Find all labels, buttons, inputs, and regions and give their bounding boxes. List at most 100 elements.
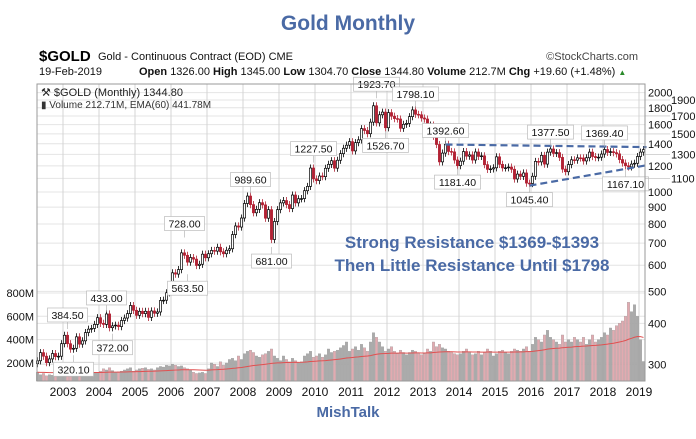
candle-body: [192, 257, 195, 260]
price-label-text: 1377.50: [532, 127, 570, 139]
volume-bar: [108, 367, 111, 382]
price-label-box: [47, 307, 88, 323]
candle-body: [225, 249, 228, 255]
volume-bar: [39, 374, 42, 382]
footer-credit: MishTalk: [316, 404, 380, 421]
candle-body: [561, 157, 564, 170]
volume-value: 212.7M: [469, 66, 506, 78]
volume-bar: [318, 353, 321, 382]
volume-bar: [378, 341, 381, 382]
candle-body: [576, 157, 579, 161]
volume-bar: [543, 334, 546, 382]
candle-body: [552, 148, 555, 154]
x-tick-label: 2007: [194, 385, 221, 399]
price-label: 1045.40: [506, 185, 553, 207]
price-label: 989.60: [230, 172, 271, 194]
price-tick-label: 500: [648, 286, 666, 298]
candle-body: [207, 253, 210, 259]
x-tick-label: 2019: [626, 385, 653, 399]
candle-body: [495, 156, 498, 169]
volume-bar: [354, 346, 357, 382]
volume-bar: [276, 358, 279, 382]
volume-bar: [171, 363, 174, 382]
volume-bar: [222, 365, 225, 382]
quote-date: 19-Feb-2019: [39, 66, 102, 78]
candle-body: [39, 352, 42, 362]
volume-tick-label: 200M: [6, 358, 34, 370]
candle-body: [459, 160, 462, 166]
price-tick-label: 700: [648, 238, 666, 250]
candle-body: [549, 148, 552, 153]
volume-bar: [144, 367, 147, 382]
volume-bar: [513, 348, 516, 382]
candle-body: [63, 334, 66, 345]
price-label: 1377.50: [527, 124, 574, 147]
candle-body: [609, 151, 612, 153]
candle-body: [144, 310, 147, 314]
price-label-box: [251, 253, 292, 269]
price-label-box: [230, 172, 271, 187]
volume-bar: [279, 360, 282, 382]
candle-body: [480, 155, 483, 157]
x-tick-label: 2015: [482, 385, 509, 399]
volume-bar: [258, 356, 261, 382]
candle-body: [279, 202, 282, 211]
volume-bar: [297, 362, 300, 382]
low-label: Low: [283, 66, 306, 78]
price-label: 433.00: [86, 290, 127, 312]
volume-bar: [495, 353, 498, 382]
candle-body: [513, 168, 516, 180]
price-tick-label: 300: [648, 360, 666, 372]
volume-bar: [294, 360, 297, 382]
close-value: 1344.80: [384, 66, 425, 78]
volume-bar: [606, 334, 609, 382]
candle-body: [213, 250, 216, 252]
chg-value: +19.60 (+1.48%): [533, 66, 616, 78]
candle-body: [255, 208, 258, 214]
price-tick-label: 1600: [648, 120, 672, 132]
volume-bar: [552, 339, 555, 382]
candle-body: [456, 159, 459, 166]
candle-body: [102, 322, 105, 325]
volume-bar: [609, 327, 612, 382]
volume-bar: [591, 334, 594, 382]
volume-bar: [621, 320, 624, 382]
volume-bar: [390, 346, 393, 382]
volume-bar: [453, 353, 456, 382]
candle-body: [60, 343, 63, 357]
candle-body: [372, 105, 375, 123]
volume-bar: [423, 353, 426, 382]
legend-volume: ▮ Volume 212.71M, EMA(60) 441.78M: [41, 100, 211, 111]
candle-body: [132, 305, 135, 311]
price-label-box: [167, 280, 208, 296]
volume-bar: [42, 373, 45, 382]
volume-bar: [174, 365, 177, 382]
plot-frame: [36, 83, 646, 382]
volume-bar: [291, 358, 294, 382]
candle-body: [276, 209, 279, 222]
volume-bar: [303, 355, 306, 382]
volume-bar: [549, 337, 552, 382]
candle-body: [120, 320, 123, 327]
price-tick-label: 2000: [648, 88, 672, 100]
volume-bar: [561, 334, 564, 382]
candle-body: [579, 157, 582, 160]
candle-body: [531, 175, 534, 184]
price-tick-label: 1500: [671, 129, 695, 141]
volume-bar: [282, 355, 285, 382]
candle-body: [126, 313, 129, 319]
candle-body: [306, 186, 309, 192]
candle-body: [492, 167, 495, 170]
candle-body: [633, 162, 636, 165]
candle-body: [411, 109, 414, 117]
volume-bar: [432, 341, 435, 382]
volume-bar: [474, 353, 477, 382]
candle-body: [261, 202, 264, 206]
symbol: $GOLD: [39, 48, 91, 65]
candle-body: [519, 173, 522, 177]
candle-body: [324, 167, 327, 178]
volume-bar: [492, 355, 495, 382]
exchange: CME: [268, 51, 294, 63]
candle-body: [642, 149, 645, 153]
